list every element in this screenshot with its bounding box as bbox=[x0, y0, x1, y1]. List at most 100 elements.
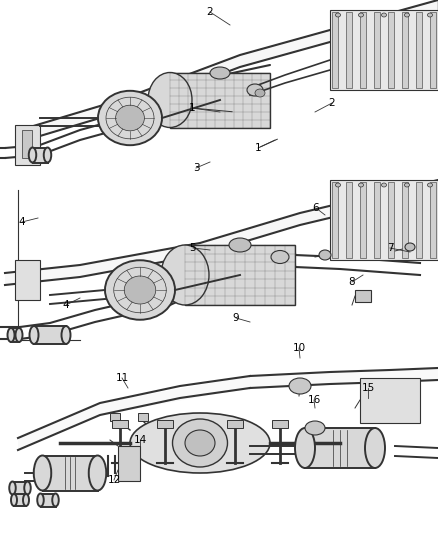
Ellipse shape bbox=[24, 481, 31, 495]
Text: 2: 2 bbox=[328, 98, 336, 108]
Text: 10: 10 bbox=[293, 343, 306, 353]
Ellipse shape bbox=[105, 260, 175, 320]
Bar bbox=[14, 494, 26, 506]
Bar bbox=[332, 182, 338, 258]
Ellipse shape bbox=[116, 105, 145, 131]
Bar bbox=[42, 456, 98, 490]
Ellipse shape bbox=[210, 67, 230, 79]
Ellipse shape bbox=[427, 13, 432, 17]
Bar bbox=[355, 290, 371, 302]
Ellipse shape bbox=[89, 456, 106, 490]
Bar bbox=[402, 182, 408, 258]
Bar bbox=[13, 481, 28, 495]
Bar bbox=[402, 12, 408, 88]
Bar bbox=[360, 378, 420, 423]
Text: 4: 4 bbox=[63, 300, 69, 310]
Ellipse shape bbox=[34, 456, 51, 490]
Ellipse shape bbox=[106, 97, 154, 139]
Ellipse shape bbox=[9, 481, 16, 495]
Ellipse shape bbox=[336, 13, 340, 17]
Bar bbox=[330, 10, 438, 90]
Bar bbox=[360, 182, 366, 258]
Ellipse shape bbox=[29, 148, 36, 163]
Ellipse shape bbox=[114, 267, 166, 313]
Bar bbox=[170, 72, 270, 127]
Bar bbox=[332, 12, 338, 88]
Text: 2: 2 bbox=[207, 7, 213, 17]
Bar bbox=[346, 182, 352, 258]
Text: 7: 7 bbox=[387, 243, 393, 253]
Bar bbox=[416, 182, 422, 258]
Bar bbox=[416, 12, 422, 88]
Ellipse shape bbox=[405, 13, 410, 17]
Bar bbox=[330, 180, 438, 260]
Ellipse shape bbox=[124, 276, 156, 304]
Ellipse shape bbox=[427, 183, 432, 187]
Ellipse shape bbox=[381, 183, 386, 187]
Ellipse shape bbox=[255, 89, 265, 97]
Bar bbox=[388, 12, 394, 88]
Bar bbox=[15, 260, 40, 300]
Ellipse shape bbox=[381, 13, 386, 17]
Text: 16: 16 bbox=[307, 395, 321, 405]
Text: 14: 14 bbox=[134, 435, 147, 445]
Ellipse shape bbox=[289, 378, 311, 394]
Text: 5: 5 bbox=[190, 243, 196, 253]
Ellipse shape bbox=[37, 494, 44, 506]
Ellipse shape bbox=[44, 148, 51, 163]
Text: 6: 6 bbox=[313, 203, 319, 213]
Ellipse shape bbox=[271, 251, 289, 263]
Ellipse shape bbox=[161, 245, 209, 305]
Ellipse shape bbox=[247, 84, 263, 96]
Ellipse shape bbox=[358, 183, 364, 187]
Bar bbox=[110, 413, 120, 421]
Ellipse shape bbox=[7, 328, 14, 342]
Bar bbox=[22, 130, 32, 158]
Polygon shape bbox=[18, 368, 438, 450]
Bar bbox=[185, 245, 295, 305]
Bar bbox=[360, 12, 366, 88]
Ellipse shape bbox=[358, 13, 364, 17]
Ellipse shape bbox=[319, 250, 331, 260]
Text: 12: 12 bbox=[107, 475, 120, 485]
Text: 1: 1 bbox=[254, 143, 261, 153]
Ellipse shape bbox=[130, 413, 270, 473]
Ellipse shape bbox=[52, 494, 59, 506]
Bar bbox=[11, 328, 19, 342]
Text: 8: 8 bbox=[349, 277, 355, 287]
Ellipse shape bbox=[15, 328, 22, 342]
Bar bbox=[430, 182, 436, 258]
Ellipse shape bbox=[405, 243, 415, 251]
Bar bbox=[118, 446, 140, 481]
Bar bbox=[40, 494, 56, 506]
Ellipse shape bbox=[11, 494, 17, 506]
Polygon shape bbox=[20, 0, 438, 142]
Bar bbox=[227, 420, 243, 428]
Ellipse shape bbox=[229, 238, 251, 252]
Bar bbox=[374, 12, 380, 88]
Bar bbox=[15, 125, 40, 165]
Ellipse shape bbox=[336, 183, 340, 187]
Ellipse shape bbox=[173, 419, 227, 467]
Ellipse shape bbox=[365, 428, 385, 468]
Text: 1: 1 bbox=[189, 103, 195, 113]
Ellipse shape bbox=[185, 430, 215, 456]
Bar bbox=[346, 12, 352, 88]
Bar bbox=[138, 413, 148, 421]
Ellipse shape bbox=[295, 428, 315, 468]
Text: 9: 9 bbox=[233, 313, 239, 323]
Text: 15: 15 bbox=[361, 383, 374, 393]
Text: 3: 3 bbox=[193, 163, 199, 173]
Ellipse shape bbox=[98, 91, 162, 145]
Bar bbox=[157, 420, 173, 428]
Bar bbox=[112, 420, 128, 428]
Text: 11: 11 bbox=[115, 373, 129, 383]
Bar bbox=[34, 326, 66, 344]
Bar bbox=[305, 428, 375, 468]
Text: 4: 4 bbox=[19, 217, 25, 227]
Ellipse shape bbox=[29, 326, 39, 344]
Bar bbox=[272, 420, 288, 428]
Ellipse shape bbox=[305, 421, 325, 435]
Polygon shape bbox=[5, 180, 438, 285]
Bar bbox=[32, 148, 47, 163]
